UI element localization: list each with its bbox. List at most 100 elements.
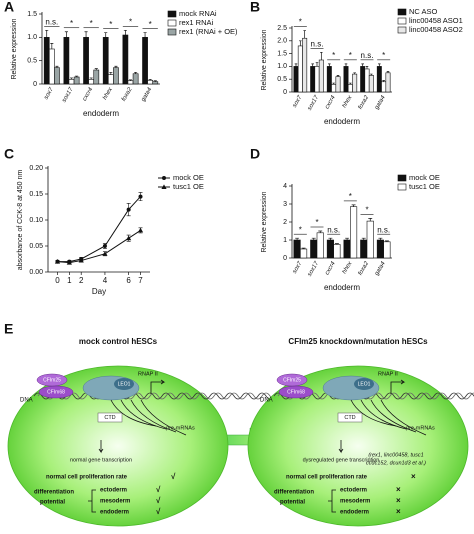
x-tick-label: foxa2 <box>358 94 371 110</box>
x-tick-label: foxa2 <box>358 260 371 276</box>
bar <box>113 67 119 85</box>
legend-swatch <box>167 10 177 18</box>
error-bar <box>295 237 300 240</box>
x-tick-label: 0 <box>55 276 60 285</box>
error-bar <box>361 63 364 67</box>
y-tick-label: 1.0 <box>27 34 37 41</box>
lineage-text: endoderm <box>340 510 369 516</box>
check-mark: √ <box>156 485 161 494</box>
y-tick-label: 0.05 <box>29 243 43 250</box>
protein <box>276 373 308 387</box>
y-axis-label: absorbance of CCK-8 at 450 nm <box>17 170 24 271</box>
tss-arrow <box>390 379 406 394</box>
legend-label: NC ASO <box>409 7 438 16</box>
bar <box>142 37 148 85</box>
error-bar <box>148 78 152 81</box>
y-tick-label: 1.0 <box>277 63 287 70</box>
pre-mrna <box>110 399 157 427</box>
x-tick-label: cxcr4 <box>324 94 337 110</box>
error-bar <box>89 77 93 80</box>
error-bar <box>328 237 333 240</box>
y-tick-label: 0.5 <box>277 76 287 83</box>
annotation: n.s. <box>377 225 390 234</box>
point <box>102 244 107 248</box>
check-mark: × <box>396 507 401 516</box>
annotation: * <box>349 51 352 60</box>
x-tick-label: sox7 <box>292 94 304 109</box>
y-tick-label: 0 <box>283 89 287 96</box>
bar <box>147 79 154 85</box>
error-bar <box>153 80 157 82</box>
error-bar <box>143 32 147 38</box>
bar <box>152 81 159 85</box>
point <box>137 227 144 233</box>
x-axis-label: Day <box>92 287 106 296</box>
error-bar <box>365 66 369 69</box>
bar <box>302 37 308 93</box>
legend-swatch <box>397 17 407 25</box>
legend-swatch <box>397 183 407 191</box>
protein <box>114 378 134 390</box>
x-tick-label: gata4 <box>374 260 387 277</box>
cell <box>7 365 229 527</box>
x-tick-label: sox17 <box>307 260 321 277</box>
x-tick-label: foxa2 <box>121 86 134 102</box>
bar <box>333 244 341 259</box>
bar <box>343 239 351 259</box>
panel-letter: A <box>4 0 14 15</box>
bar <box>63 37 70 85</box>
protein-label: LEO1 <box>118 381 131 387</box>
x-tick-label: sox7 <box>43 86 55 101</box>
bar <box>297 45 303 93</box>
legend-label: mock RNAi <box>179 9 217 18</box>
legend-label: mock OE <box>173 173 204 182</box>
pre-mrna <box>130 399 177 433</box>
pre-mrna <box>140 399 187 436</box>
y-tick-label: 2.0 <box>277 38 287 45</box>
error-bar <box>318 230 323 233</box>
bar <box>318 59 324 93</box>
bar <box>385 72 391 93</box>
panel-title: mock control hESCs <box>79 337 158 346</box>
check-mark: × <box>411 472 416 481</box>
x-tick-label: 2 <box>79 276 84 285</box>
protein-label: CFIm68 <box>47 389 65 395</box>
annotation: * <box>299 225 302 234</box>
error-bar <box>84 31 88 38</box>
annotation: * <box>70 19 73 28</box>
point <box>102 251 108 256</box>
error-bar <box>384 240 389 242</box>
point <box>126 235 132 241</box>
dna-strand <box>37 392 295 400</box>
legend-label: tusc1 OE <box>409 182 440 191</box>
x-axis-label: endoderm <box>83 109 119 118</box>
error-bar <box>353 72 356 75</box>
protein-label: CFIm25 <box>43 377 61 383</box>
x-tick-label: sox7 <box>292 260 304 275</box>
proliferation-text: normal cell proliferation rate <box>46 475 128 481</box>
legend-label: linc00458 ASO2 <box>409 25 463 34</box>
bar <box>331 84 337 93</box>
error-bar <box>344 63 348 67</box>
legend-label: rex1 RNAi <box>179 18 214 27</box>
annotation: n.s. <box>45 17 58 26</box>
error-bar <box>368 218 373 222</box>
y-tick-label: 0 <box>33 81 37 88</box>
error-bar <box>311 237 316 240</box>
legend-swatch <box>167 19 177 27</box>
x-tick-label: hhex <box>342 94 354 109</box>
x-tick-label: hhex <box>342 260 354 275</box>
lineage-text: ectoderm <box>100 488 127 494</box>
bar <box>381 81 387 93</box>
legend-swatch <box>397 174 407 182</box>
error-bar <box>378 63 381 67</box>
pre-mrna-label: pre-mRNAs <box>406 425 435 431</box>
annotation: n.s. <box>327 225 340 234</box>
check-mark: √ <box>156 507 161 516</box>
dna-strand <box>273 392 474 400</box>
error-bar <box>328 63 331 67</box>
bar <box>73 76 80 85</box>
check-mark: √ <box>171 472 176 481</box>
bar <box>316 232 324 259</box>
ctd-box <box>337 412 363 423</box>
